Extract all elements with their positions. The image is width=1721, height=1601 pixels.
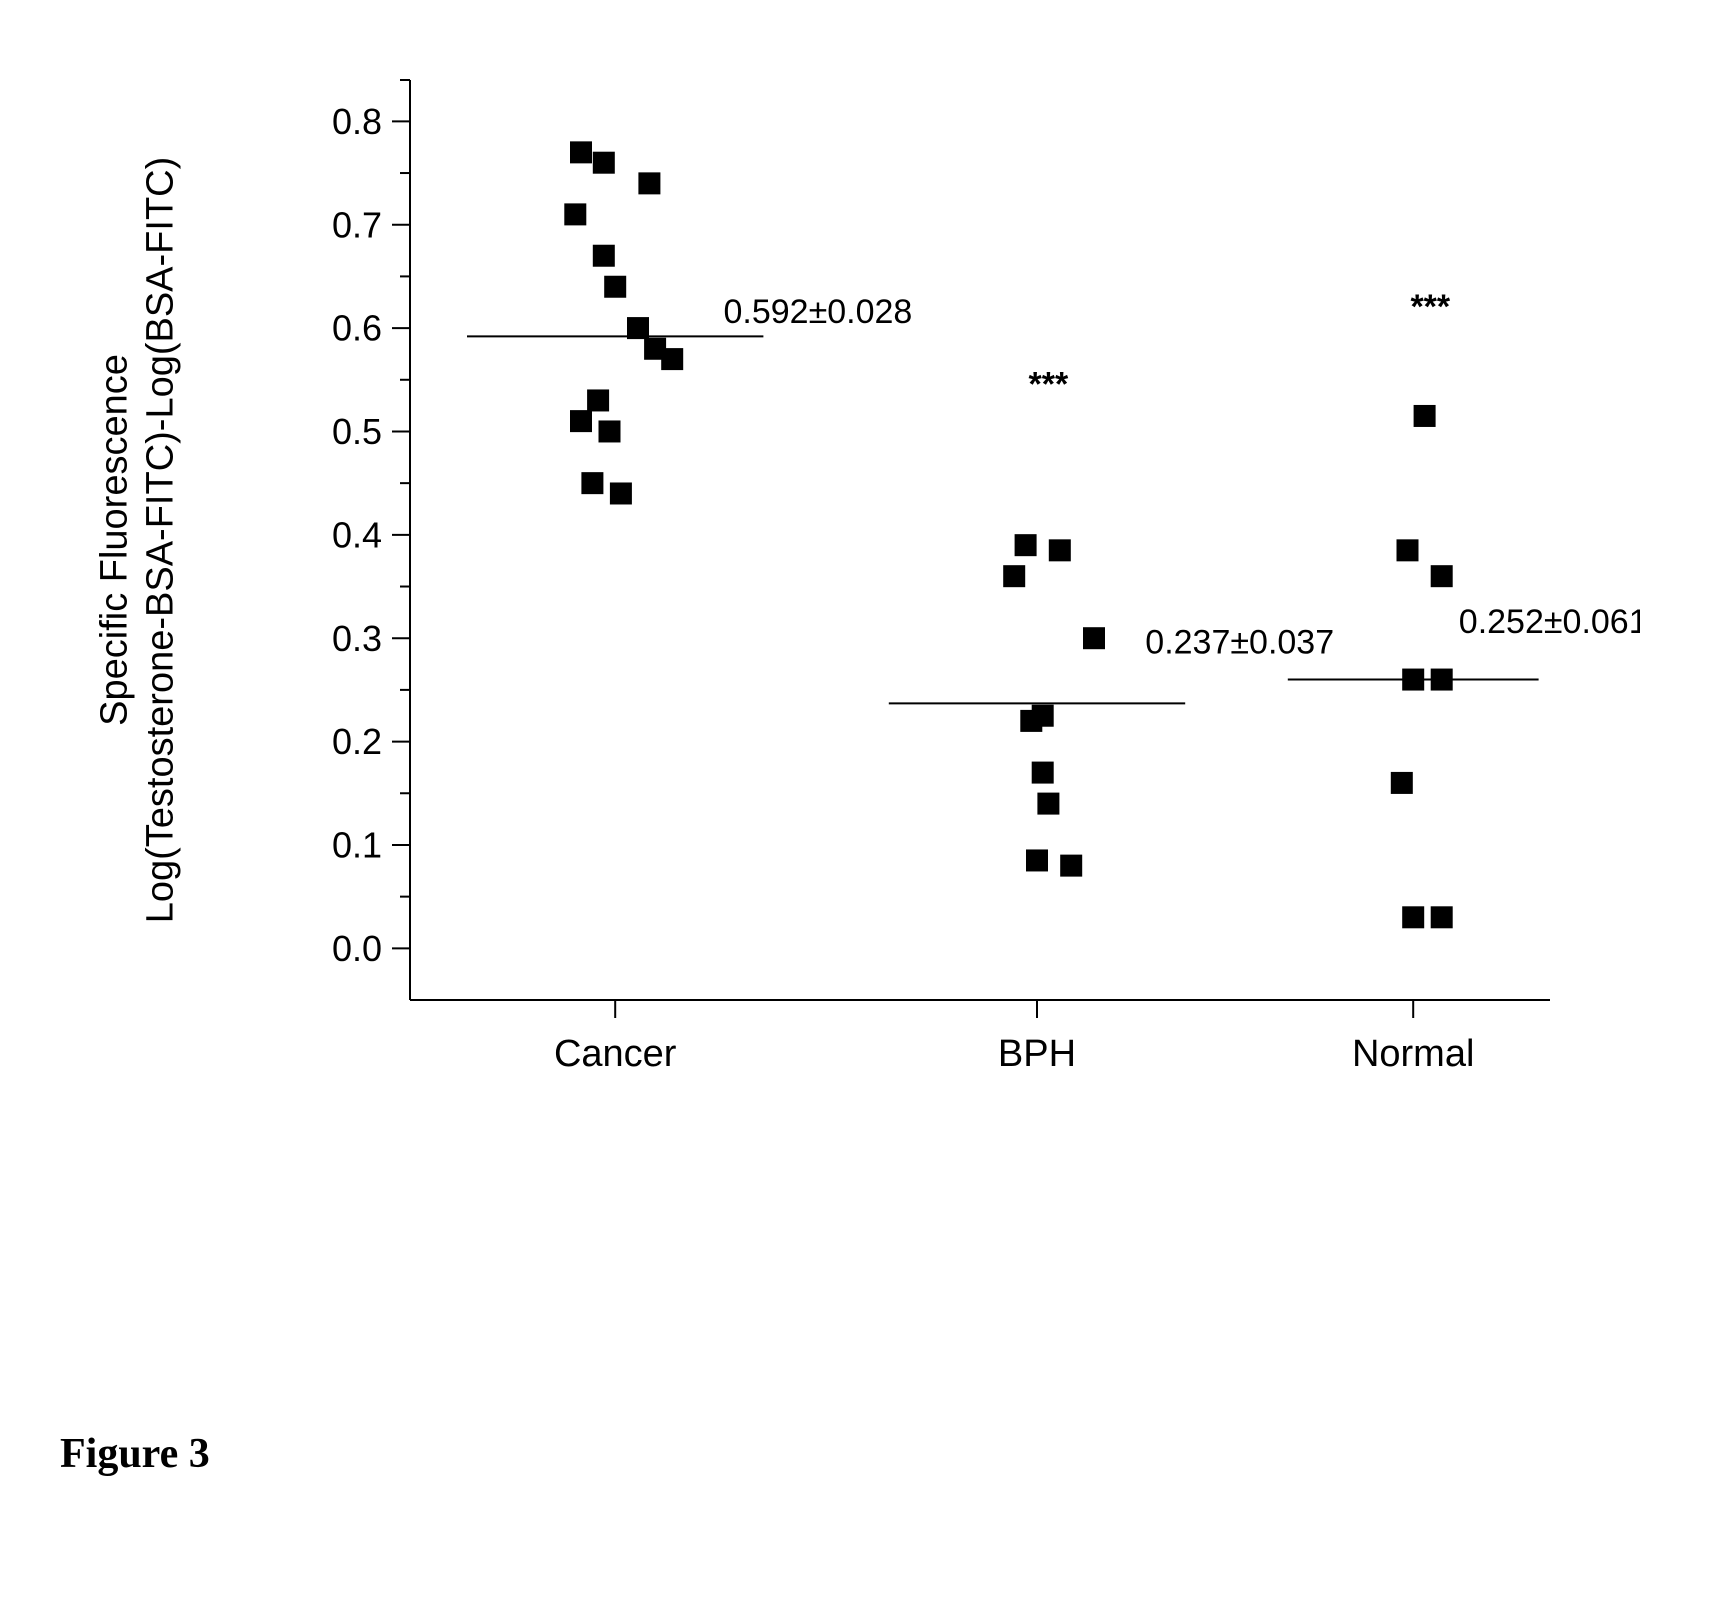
significance-marker: ***	[1029, 365, 1069, 403]
mean-annotation: 0.237±0.037	[1145, 624, 1334, 662]
data-point	[1032, 762, 1054, 784]
data-point	[1083, 627, 1105, 649]
figure-caption: Figure 3	[60, 1430, 210, 1478]
data-point	[599, 420, 621, 442]
data-point	[1003, 565, 1025, 587]
data-point	[1060, 855, 1082, 877]
y-axis-label: Specific FluorescenceLog(Testosterone-BS…	[94, 157, 182, 924]
data-point	[570, 141, 592, 163]
data-point	[1020, 710, 1042, 732]
data-point	[587, 389, 609, 411]
data-point	[1431, 669, 1453, 691]
mean-annotation: 0.252±0.061	[1459, 603, 1640, 641]
data-point	[1391, 772, 1413, 794]
data-point	[1414, 405, 1436, 427]
svg-text:Log(Testosterone-BSA-FITC)-Log: Log(Testosterone-BSA-FITC)-Log(BSA-FITC)	[139, 157, 181, 924]
mean-annotation: 0.592±0.028	[724, 293, 913, 331]
data-point	[1431, 906, 1453, 928]
data-point	[564, 203, 586, 225]
data-point	[638, 172, 660, 194]
y-tick-label: 0.4	[332, 514, 382, 555]
data-point	[604, 276, 626, 298]
x-category-label: Cancer	[554, 1033, 677, 1075]
data-point	[1397, 539, 1419, 561]
y-tick-label: 0.1	[332, 825, 382, 866]
data-point	[1026, 849, 1048, 871]
y-tick-label: 0.2	[332, 721, 382, 762]
y-tick-label: 0.0	[332, 928, 382, 969]
svg-text:Specific Fluorescence: Specific Fluorescence	[94, 354, 136, 726]
data-point	[570, 410, 592, 432]
data-point	[593, 152, 615, 174]
data-point	[1402, 906, 1424, 928]
data-point	[581, 472, 603, 494]
y-tick-label: 0.3	[332, 618, 382, 659]
data-point	[1049, 539, 1071, 561]
data-point	[1402, 669, 1424, 691]
data-point	[661, 348, 683, 370]
data-point	[1431, 565, 1453, 587]
y-tick-label: 0.5	[332, 411, 382, 452]
data-point	[610, 482, 632, 504]
significance-marker: ***	[1410, 288, 1450, 326]
data-point	[593, 245, 615, 267]
data-point	[1037, 793, 1059, 815]
y-tick-label: 0.8	[332, 101, 382, 142]
x-category-label: BPH	[998, 1033, 1076, 1075]
scatter-chart: 0.0 0.1 0.2 0.3 0.4 0.5 0.6 0.7 0.8 Cancer BPH Norm…	[80, 40, 1640, 1120]
chart-container: 0.0 0.1 0.2 0.3 0.4 0.5 0.6 0.7 0.8 Cancer BPH Norm…	[80, 40, 1640, 1120]
x-category-label: Normal	[1352, 1033, 1474, 1075]
y-tick-label: 0.6	[332, 308, 382, 349]
data-point	[627, 317, 649, 339]
data-point	[1015, 534, 1037, 556]
y-tick-label: 0.7	[332, 204, 382, 245]
